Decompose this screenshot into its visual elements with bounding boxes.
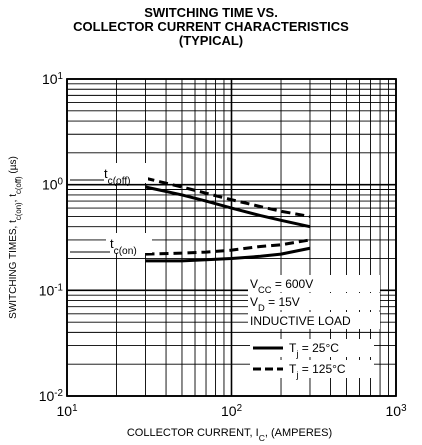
x-tick-label: 101 — [56, 403, 77, 420]
plot-frame — [66, 78, 397, 397]
legend-knockout — [250, 339, 374, 357]
annotation-knockout — [248, 275, 380, 292]
chart-title-line-2: COLLECTOR CURRENT CHARACTERISTICS — [73, 19, 349, 34]
curve-label-tc-off: tc(off) — [104, 166, 131, 187]
label-knockout — [98, 163, 148, 183]
y-axis-label: SWITCHING TIMES, tc(on), tc(off) (µs) — [8, 156, 23, 319]
annotation-knockout — [248, 293, 380, 310]
x-axis-label: COLLECTOR CURRENT, IC, (AMPERES) — [127, 427, 332, 443]
x-tick-label: 102 — [221, 403, 242, 420]
series-line-2 — [145, 176, 311, 218]
chart-title-line-3: (TYPICAL) — [178, 33, 244, 48]
chart-title: SWITCHING TIME VS. COLLECTOR CURRENT CHA… — [0, 6, 422, 48]
y-tick-label: 10-2 — [39, 388, 63, 405]
label-knockout — [106, 233, 152, 253]
curve-label-tc-on: tc(on) — [110, 236, 137, 257]
legend-knockout — [250, 360, 374, 378]
x-tick-label: 103 — [385, 403, 407, 420]
y-tick-label: 101 — [42, 71, 63, 88]
annotation-line-1: VCC = 600V — [250, 277, 313, 295]
y-tick-label: 100 — [42, 176, 64, 193]
chart-title-line-1: SWITCHING TIME VS. — [144, 5, 278, 20]
annotation-line-3: INDUCTIVE LOAD — [250, 314, 351, 328]
series-line-3 — [145, 246, 311, 263]
y-tick-label: 10-1 — [39, 282, 63, 299]
series-line-1 — [145, 185, 311, 229]
series-line-4 — [145, 238, 311, 256]
annotation-knockout — [248, 312, 380, 329]
legend-label-1: Tj = 25°C — [289, 341, 339, 359]
legend-label-2: Tj = 125°C — [289, 362, 346, 380]
annotation-line-2: VD = 15V — [250, 295, 300, 313]
